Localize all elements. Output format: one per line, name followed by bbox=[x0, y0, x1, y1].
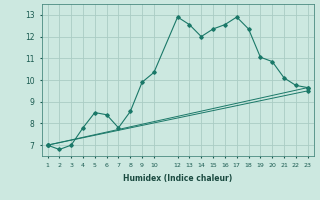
X-axis label: Humidex (Indice chaleur): Humidex (Indice chaleur) bbox=[123, 174, 232, 183]
